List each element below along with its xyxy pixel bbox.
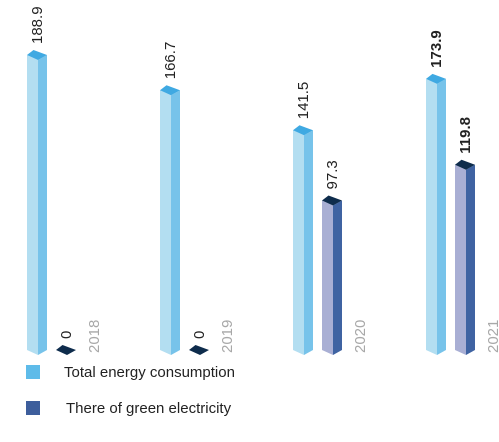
bar-2018-total [27,50,47,355]
legend-swatch-green [26,401,40,415]
legend-label-green: There of green electricity [66,399,232,417]
value-label-2021-green: 119.8 [457,117,474,154]
bar-2018-green [56,345,76,355]
legend-item-green: There of green electricity [26,396,231,420]
year-label-2018: 2018 [86,320,103,353]
value-label-2019-green: 0 [191,331,208,339]
value-label-2018-green: 0 [58,331,75,339]
value-label-2021-total: 173.9 [428,30,445,68]
value-label-2020-green: 97.3 [324,160,341,189]
bar-chart: 188.9 0 2018 166.7 0 2019 141.5 97.3 2020 173.9 11… [27,6,499,356]
bar-2021-green [455,159,475,355]
bar-2019-total [160,85,180,356]
value-label-2020-total: 141.5 [295,82,312,120]
bar-2020-total [293,125,313,355]
year-label-2019: 2019 [219,320,236,353]
value-label-2018-total: 188.9 [29,6,46,44]
legend-item-total: Total energy consumption [26,360,235,384]
legend-label-total: Total energy consumption [64,363,235,381]
year-label-2021: 2021 [485,320,499,353]
legend-swatch-total [26,365,40,379]
year-label-2020: 2020 [352,320,369,353]
bar-2019-green [189,345,209,355]
bar-2021-total [426,73,446,355]
value-label-2019-total: 166.7 [162,42,179,80]
bar-2020-green [322,195,342,355]
